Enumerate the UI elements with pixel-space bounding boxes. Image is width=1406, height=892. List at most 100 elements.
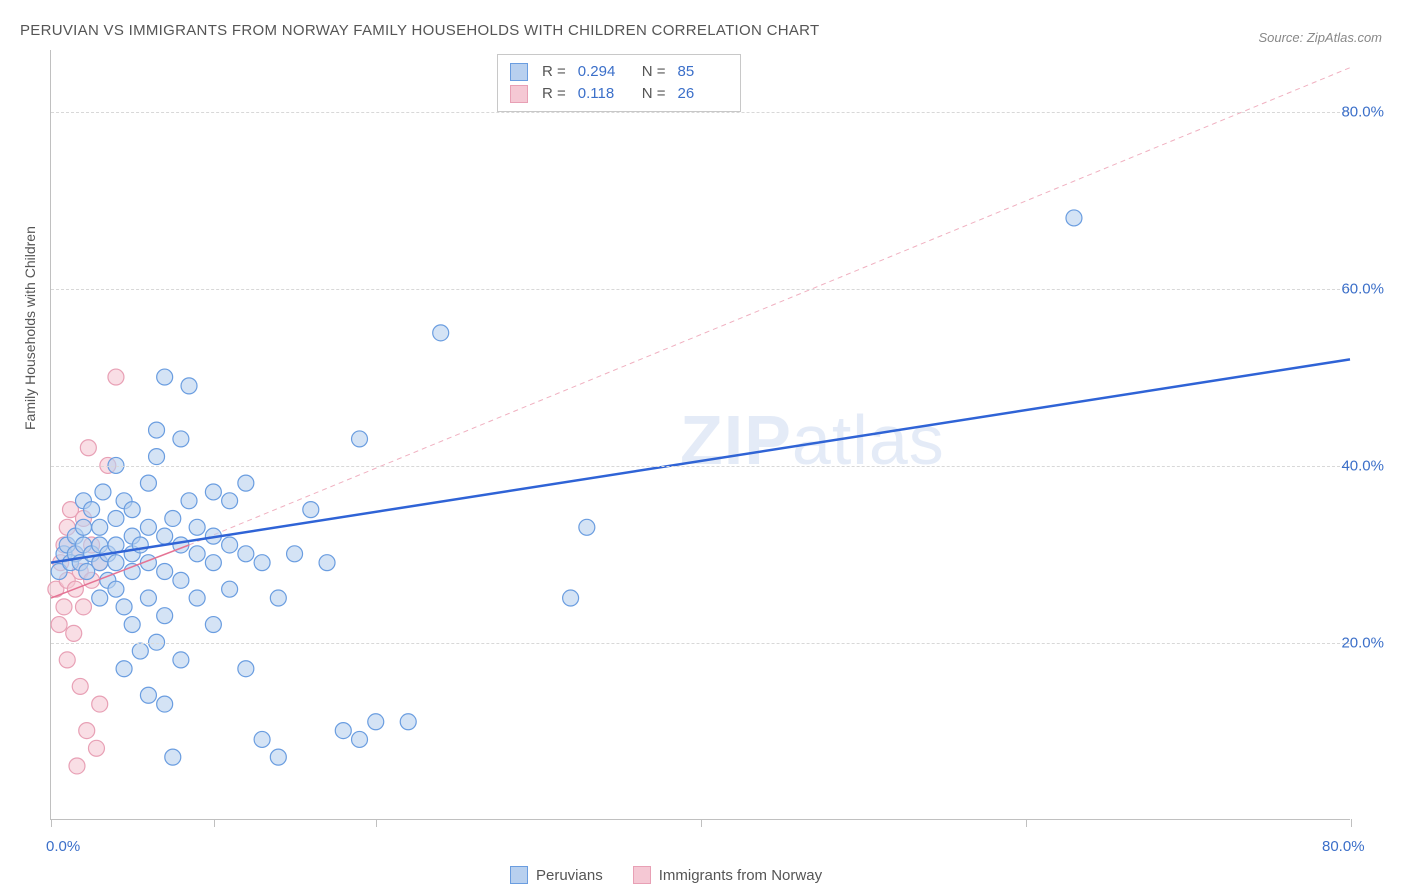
point-peruvians bbox=[140, 590, 156, 606]
point-peruvians bbox=[92, 519, 108, 535]
point-peruvians bbox=[157, 528, 173, 544]
swatch-norway bbox=[510, 85, 528, 103]
point-peruvians bbox=[173, 572, 189, 588]
swatch-norway-icon bbox=[633, 866, 651, 884]
point-peruvians bbox=[205, 555, 221, 571]
point-peruvians bbox=[222, 581, 238, 597]
point-peruvians bbox=[368, 714, 384, 730]
gridline bbox=[51, 466, 1350, 467]
trend-extrapolate-norway bbox=[189, 68, 1350, 545]
point-peruvians bbox=[352, 731, 368, 747]
point-peruvians bbox=[238, 546, 254, 562]
point-peruvians bbox=[205, 617, 221, 633]
point-peruvians bbox=[254, 555, 270, 571]
point-peruvians bbox=[563, 590, 579, 606]
y-axis-label: Family Households with Children bbox=[22, 226, 38, 430]
swatch-peruvians bbox=[510, 63, 528, 81]
x-tick-label: 0.0% bbox=[46, 838, 80, 855]
swatch-peruvians-icon bbox=[510, 866, 528, 884]
point-peruvians bbox=[84, 502, 100, 518]
point-peruvians bbox=[165, 749, 181, 765]
point-peruvians bbox=[270, 590, 286, 606]
point-peruvians bbox=[238, 661, 254, 677]
point-peruvians bbox=[352, 431, 368, 447]
plot-area bbox=[50, 50, 1350, 820]
legend-label-peruvians: Peruvians bbox=[536, 867, 603, 884]
point-peruvians bbox=[157, 696, 173, 712]
point-peruvians bbox=[270, 749, 286, 765]
x-tick bbox=[701, 819, 702, 827]
point-peruvians bbox=[173, 431, 189, 447]
point-peruvians bbox=[433, 325, 449, 341]
point-peruvians bbox=[116, 599, 132, 615]
point-peruvians bbox=[95, 484, 111, 500]
point-immigrants-from-norway bbox=[59, 652, 75, 668]
point-immigrants-from-norway bbox=[79, 723, 95, 739]
point-peruvians bbox=[116, 661, 132, 677]
r-value-peruvians: 0.294 bbox=[578, 61, 628, 83]
legend-item-norway: Immigrants from Norway bbox=[633, 866, 822, 884]
point-peruvians bbox=[92, 590, 108, 606]
x-tick bbox=[214, 819, 215, 827]
n-value-peruvians: 85 bbox=[678, 61, 728, 83]
y-tick-label: 80.0% bbox=[1341, 103, 1384, 120]
point-peruvians bbox=[238, 475, 254, 491]
y-tick-label: 60.0% bbox=[1341, 280, 1384, 297]
point-peruvians bbox=[75, 519, 91, 535]
point-immigrants-from-norway bbox=[69, 758, 85, 774]
point-immigrants-from-norway bbox=[75, 599, 91, 615]
point-peruvians bbox=[157, 608, 173, 624]
gridline bbox=[51, 643, 1350, 644]
r-value-norway: 0.118 bbox=[578, 83, 628, 105]
point-peruvians bbox=[189, 519, 205, 535]
chart-title: PERUVIAN VS IMMIGRANTS FROM NORWAY FAMIL… bbox=[20, 22, 819, 39]
point-peruvians bbox=[1066, 210, 1082, 226]
n-label: N = bbox=[642, 61, 666, 83]
point-peruvians bbox=[140, 519, 156, 535]
y-tick-label: 40.0% bbox=[1341, 457, 1384, 474]
point-peruvians bbox=[579, 519, 595, 535]
source-attribution: Source: ZipAtlas.com bbox=[1258, 30, 1382, 45]
point-peruvians bbox=[165, 510, 181, 526]
point-peruvians bbox=[319, 555, 335, 571]
x-tick-label: 80.0% bbox=[1322, 838, 1365, 855]
x-tick bbox=[1351, 819, 1352, 827]
point-peruvians bbox=[254, 731, 270, 747]
r-label: R = bbox=[542, 61, 566, 83]
point-peruvians bbox=[108, 510, 124, 526]
r-label: R = bbox=[542, 83, 566, 105]
point-immigrants-from-norway bbox=[56, 599, 72, 615]
point-peruvians bbox=[157, 369, 173, 385]
point-peruvians bbox=[222, 537, 238, 553]
x-tick bbox=[1026, 819, 1027, 827]
point-peruvians bbox=[124, 564, 140, 580]
point-peruvians bbox=[132, 643, 148, 659]
point-peruvians bbox=[124, 617, 140, 633]
point-peruvians bbox=[149, 449, 165, 465]
y-tick-label: 20.0% bbox=[1341, 634, 1384, 651]
point-peruvians bbox=[181, 493, 197, 509]
point-peruvians bbox=[335, 723, 351, 739]
point-peruvians bbox=[149, 422, 165, 438]
n-label: N = bbox=[642, 83, 666, 105]
legend-row-peruvians: R = 0.294 N = 85 bbox=[510, 61, 728, 83]
gridline bbox=[51, 112, 1350, 113]
x-tick bbox=[51, 819, 52, 827]
legend-item-peruvians: Peruvians bbox=[510, 866, 603, 884]
n-value-norway: 26 bbox=[678, 83, 728, 105]
point-peruvians bbox=[287, 546, 303, 562]
point-peruvians bbox=[108, 555, 124, 571]
x-tick bbox=[376, 819, 377, 827]
point-immigrants-from-norway bbox=[92, 696, 108, 712]
point-peruvians bbox=[400, 714, 416, 730]
point-peruvians bbox=[303, 502, 319, 518]
point-peruvians bbox=[173, 652, 189, 668]
point-peruvians bbox=[181, 378, 197, 394]
point-peruvians bbox=[124, 502, 140, 518]
point-peruvians bbox=[189, 546, 205, 562]
point-immigrants-from-norway bbox=[72, 678, 88, 694]
point-peruvians bbox=[205, 484, 221, 500]
point-immigrants-from-norway bbox=[66, 625, 82, 641]
point-peruvians bbox=[157, 564, 173, 580]
point-peruvians bbox=[189, 590, 205, 606]
